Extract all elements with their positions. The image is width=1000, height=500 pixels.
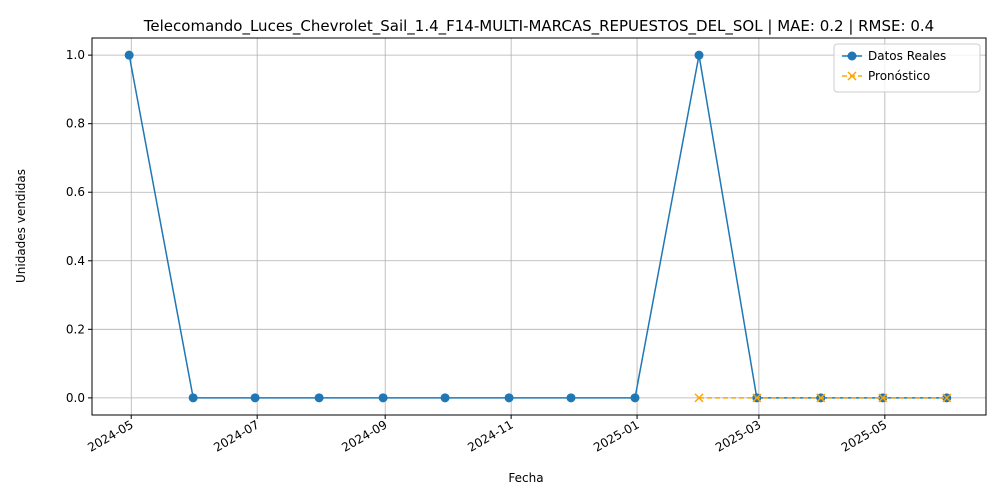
data-point xyxy=(378,393,388,403)
x-tick-label: 2024-11 xyxy=(465,417,515,454)
data-point xyxy=(440,393,450,403)
data-point xyxy=(250,393,260,403)
data-point xyxy=(504,393,514,403)
x-axis: 2024-05 2024-07 2024-09 2024-11 2025-01 2025-… xyxy=(85,415,889,455)
data-point xyxy=(188,393,198,403)
data-point xyxy=(630,393,640,403)
x-tick-label: 2025-03 xyxy=(713,417,763,454)
plot-area-frame xyxy=(91,37,987,416)
data-point xyxy=(314,393,324,403)
y-tick-label: 0.8 xyxy=(66,117,85,131)
data-point xyxy=(942,393,952,403)
series-pronostico xyxy=(694,393,952,403)
y-axis-label: Unidades vendidas xyxy=(14,169,28,283)
y-tick-label: 0.4 xyxy=(66,254,85,268)
data-point xyxy=(124,50,134,60)
y-tick-label: 0.6 xyxy=(66,185,85,199)
y-tick-label: 1.0 xyxy=(66,48,85,62)
x-tick-label: 2025-05 xyxy=(839,417,889,454)
y-axis: 0.0 0.2 0.4 0.6 0.8 1.0 xyxy=(66,48,92,405)
data-point xyxy=(816,393,826,403)
legend: Datos Reales Pronóstico xyxy=(833,43,981,93)
series-datos-reales xyxy=(124,50,952,403)
series-line-datos-reales xyxy=(128,54,947,399)
grid xyxy=(92,38,986,415)
y-tick-label: 0.0 xyxy=(66,391,85,405)
data-point xyxy=(694,393,704,403)
x-tick-label: 2024-07 xyxy=(211,417,261,454)
legend-label-pronostico: Pronóstico xyxy=(868,69,930,83)
x-tick-label: 2024-05 xyxy=(85,417,135,454)
legend-label-datos-reales: Datos Reales xyxy=(868,49,946,63)
legend-marker-pronostico xyxy=(847,71,857,81)
x-tick-label: 2025-01 xyxy=(591,417,641,454)
data-point xyxy=(752,393,762,403)
series-layer xyxy=(124,50,952,403)
data-point xyxy=(694,50,704,60)
legend-marker-datos-reales xyxy=(847,51,857,61)
x-axis-label: Fecha xyxy=(508,471,543,485)
data-point xyxy=(566,393,576,403)
x-tick-label: 2024-09 xyxy=(339,417,389,454)
legend-box xyxy=(833,43,981,93)
y-tick-label: 0.2 xyxy=(66,322,85,336)
chart-title: Telecomando_Luces_Chevrolet_Sail_1.4_F14… xyxy=(143,17,934,36)
data-point xyxy=(878,393,888,403)
